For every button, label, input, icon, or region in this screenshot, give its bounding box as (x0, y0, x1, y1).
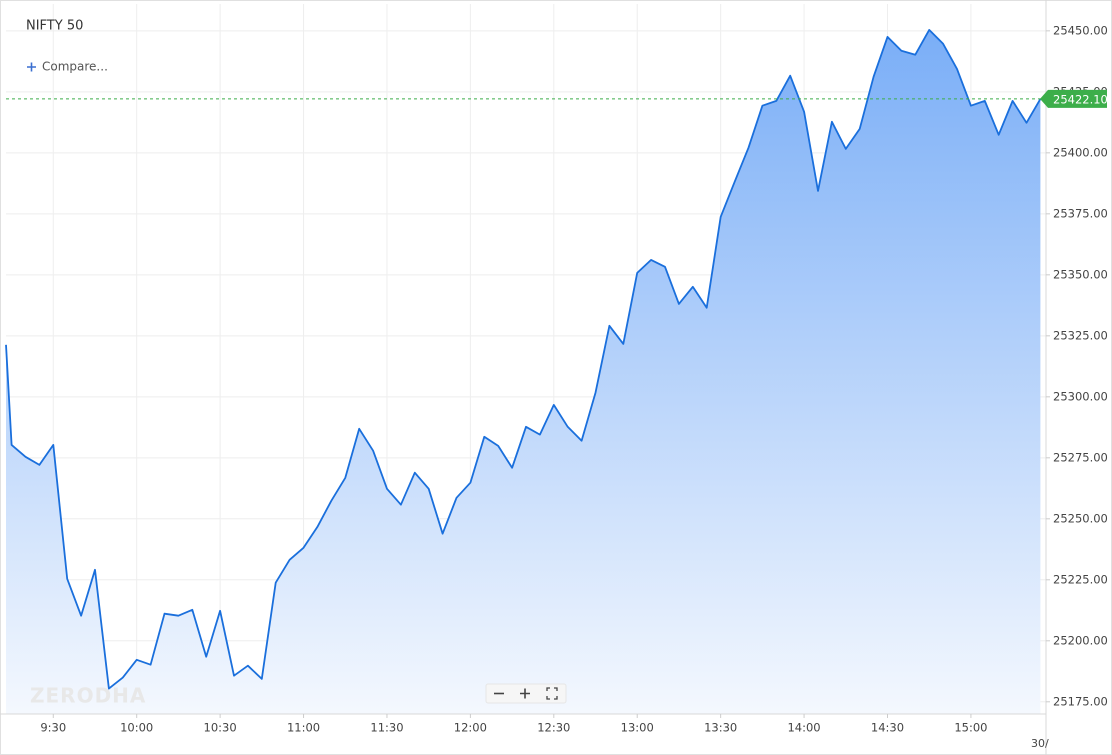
y-tick-label: 25225.00 (1053, 572, 1108, 586)
x-tick-label: 10:30 (204, 721, 237, 735)
x-tick-label: 14:00 (787, 721, 820, 735)
compare-label[interactable]: Compare... (42, 60, 108, 74)
date-marker: 30/ (1031, 737, 1049, 750)
area-fill (6, 29, 1041, 714)
fullscreen[interactable] (546, 687, 558, 700)
zoom-controls (485, 683, 567, 704)
instrument-title: NIFTY 50 (26, 19, 83, 34)
y-tick-label: 25375.00 (1053, 206, 1108, 220)
y-tick-label: 25400.00 (1053, 145, 1108, 159)
x-tick-label: 13:30 (704, 721, 737, 735)
x-tick-label: 13:00 (621, 721, 654, 735)
y-tick-label: 25350.00 (1053, 267, 1108, 281)
y-tick-label: 25200.00 (1053, 633, 1108, 647)
x-tick-label: 12:30 (537, 721, 570, 735)
y-tick-label: 25450.00 (1053, 23, 1108, 37)
x-tick-label: 15:00 (954, 721, 987, 735)
zoom-in[interactable] (520, 688, 530, 699)
x-tick-label: 14:30 (871, 721, 904, 735)
last-price-tag (1040, 89, 1107, 108)
x-tick-label: 11:30 (370, 721, 403, 735)
x-tick-label: 10:00 (120, 721, 153, 735)
x-tick-label: 12:00 (454, 721, 487, 735)
y-tick-label: 25250.00 (1053, 511, 1108, 525)
x-tick-label: 9:30 (40, 721, 66, 735)
plus-icon (27, 62, 36, 72)
watermark: ZERODHA (30, 684, 146, 708)
y-tick-label: 25325.00 (1053, 328, 1108, 342)
y-tick-label: 25300.00 (1053, 389, 1108, 403)
y-tick-label: 25275.00 (1053, 450, 1108, 464)
x-tick-label: 11:00 (287, 721, 320, 735)
price-line (5, 29, 1042, 690)
last-price-label: 25422.10 (1053, 92, 1108, 106)
compare-button[interactable]: Compare... (27, 60, 108, 74)
y-tick-label: 25175.00 (1053, 694, 1108, 708)
